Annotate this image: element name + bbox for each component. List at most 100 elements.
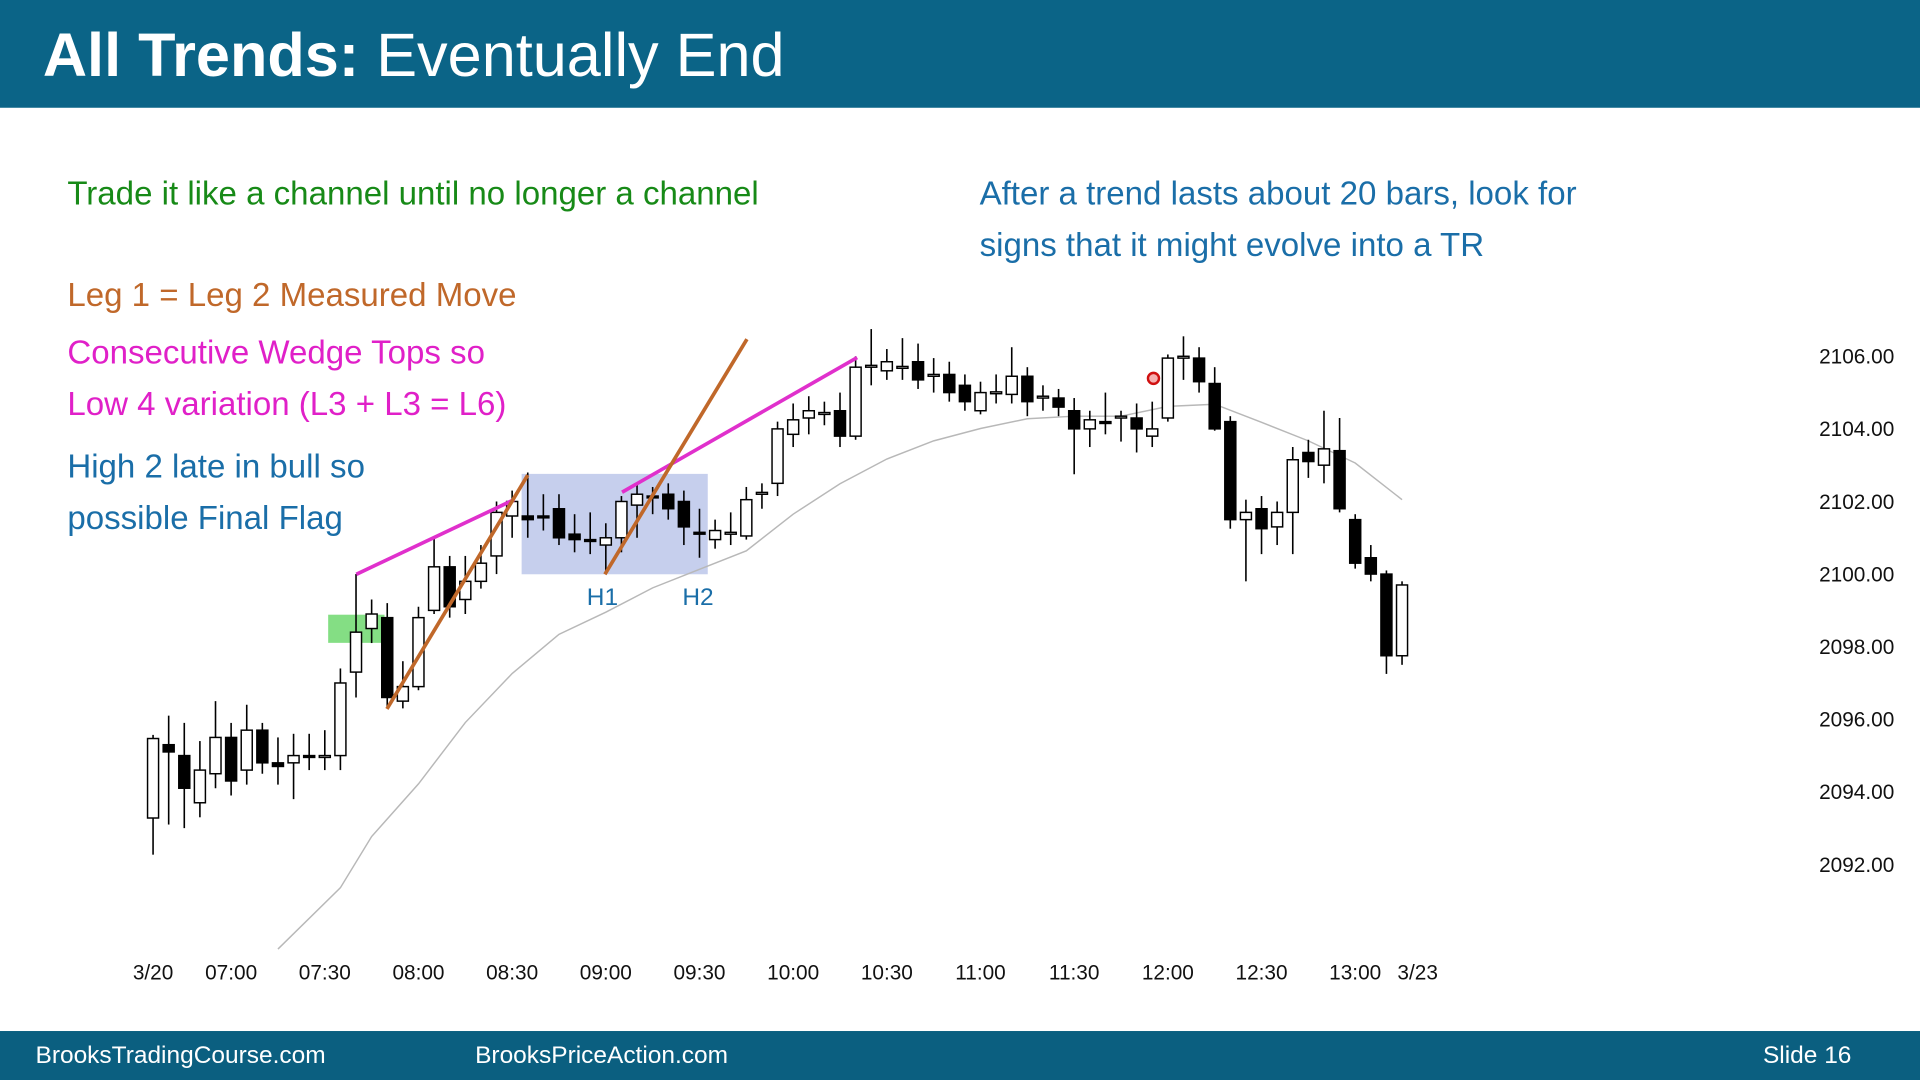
candle-body (974, 391, 987, 412)
candle-body (1286, 459, 1299, 514)
candle-body (802, 409, 816, 419)
candle-body (615, 500, 628, 539)
candle-body (287, 754, 300, 764)
candle-body (162, 743, 175, 753)
annotation: After a trend lasts about 20 bars, look … (980, 175, 1577, 212)
candle-body (224, 736, 238, 782)
candle-body (755, 491, 769, 495)
candle-body (1005, 375, 1018, 396)
header-bar (0, 0, 1920, 108)
x-tick-label: 09:30 (673, 962, 725, 985)
candle-body (240, 729, 253, 771)
annotation: signs that it might evolve into a TR (980, 227, 1485, 264)
annotation: High 2 late in bull so (67, 449, 365, 486)
candle-body (786, 419, 800, 436)
candle-body (724, 531, 737, 535)
candle-body (1239, 511, 1253, 521)
candle-body (1317, 448, 1331, 466)
footer-site: BrooksTradingCourse.com (36, 1042, 326, 1069)
x-tick-label: 11:00 (955, 962, 1005, 985)
x-tick-label: 10:00 (767, 962, 819, 985)
candle-body (599, 537, 613, 546)
annotation: possible Final Flag (67, 500, 343, 537)
wedge-line (355, 497, 516, 576)
annotation: Consecutive Wedge Tops so (67, 335, 485, 372)
title-bold: All Trends: (43, 21, 359, 89)
candle-body (427, 566, 441, 612)
candle-body (1067, 409, 1081, 430)
candle-body (381, 616, 394, 699)
candle-body (1255, 508, 1268, 530)
candle-body (693, 531, 706, 535)
candle-body (677, 500, 691, 528)
candle-body (334, 682, 347, 757)
candle-body (271, 762, 285, 768)
candle-body (1333, 449, 1346, 510)
x-tick-label: 3/23 (1397, 962, 1437, 985)
candle-body (302, 754, 316, 759)
slide-title: All Trends: Eventually End (43, 21, 785, 89)
candle-body (1364, 557, 1378, 575)
candle-body (1270, 511, 1284, 528)
candle-body (927, 373, 940, 378)
y-tick-label: 2096.00 (1819, 709, 1894, 732)
candle-body (989, 391, 1003, 395)
candle-body (1348, 518, 1362, 564)
candle-body (958, 384, 972, 403)
candle-body (1052, 397, 1065, 408)
trend-line (385, 474, 530, 710)
candle-body (193, 769, 207, 804)
candle-body (1380, 573, 1393, 657)
x-tick-label: 07:00 (205, 962, 257, 985)
x-tick-label: 3/20 (133, 962, 173, 985)
cursor-dot (1146, 371, 1161, 386)
candle-body (1395, 584, 1409, 657)
x-tick-label: 07:30 (299, 962, 351, 985)
annotation: Trade it like a channel until no longer … (67, 175, 758, 212)
candle-body (552, 508, 566, 539)
candle-body (474, 562, 488, 583)
candle-body (146, 737, 160, 819)
x-tick-label: 08:00 (392, 962, 444, 985)
candle-body (849, 366, 862, 437)
candle-body (583, 538, 597, 543)
candle-body (537, 515, 550, 519)
candle-body (318, 754, 332, 759)
candle-body (1099, 420, 1112, 425)
y-tick-label: 2104.00 (1819, 418, 1894, 441)
candle-body (708, 529, 722, 541)
candle-body (864, 364, 878, 368)
footer-bar (0, 1031, 1920, 1080)
candle-body (256, 729, 269, 764)
x-tick-label: 13:00 (1329, 962, 1381, 985)
candle-body (943, 373, 956, 394)
annotation: Low 4 variation (L3 + L3 = L6) (67, 386, 506, 423)
candle-body (412, 616, 425, 688)
x-tick-label: 12:00 (1142, 962, 1194, 985)
candle-body (1302, 451, 1315, 463)
x-tick-label: 08:30 (486, 962, 538, 985)
y-tick-label: 2092.00 (1819, 854, 1894, 877)
candle-body (1114, 415, 1128, 419)
candle-body (1161, 357, 1175, 419)
candle-body (1021, 375, 1034, 403)
candle-body (880, 360, 894, 372)
candle-body (178, 754, 191, 789)
y-tick-label: 2106.00 (1819, 346, 1894, 369)
trend-line (603, 338, 749, 576)
candle-body (1036, 395, 1050, 399)
footer-site: BrooksPriceAction.com (475, 1042, 728, 1069)
slide-number: Slide 16 (1763, 1042, 1851, 1069)
candle-body (662, 493, 675, 510)
candle-body (521, 515, 534, 521)
y-tick-label: 2098.00 (1819, 636, 1894, 659)
candle-body (1083, 419, 1097, 430)
candle-body (911, 360, 925, 381)
candle-body (771, 428, 784, 485)
candle-body (568, 533, 581, 541)
y-tick-label: 2100.00 (1819, 563, 1894, 586)
candle-body (833, 409, 847, 437)
annotation: Leg 1 = Leg 2 Measured Move (67, 277, 516, 314)
